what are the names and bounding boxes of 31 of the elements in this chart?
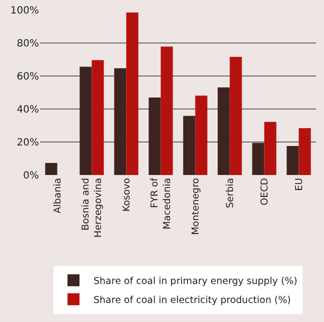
bar — [92, 60, 104, 175]
bar — [264, 122, 276, 175]
bar — [298, 128, 311, 175]
bar — [114, 68, 126, 175]
bar — [252, 142, 264, 175]
x-tick-label: Serbia — [224, 178, 236, 208]
bar — [286, 146, 299, 175]
bar — [80, 66, 92, 175]
x-tick-label: Bosnia and Herzegovina — [80, 178, 104, 238]
y-tick-label: 0% — [23, 170, 39, 182]
bar — [230, 56, 242, 175]
bar — [45, 162, 58, 175]
y-tick-label: 100% — [10, 6, 39, 16]
x-tick-label: Kosovo — [121, 178, 132, 212]
y-tick-label: 20% — [16, 138, 39, 148]
legend-label: Share of coal in primary energy supply (%) — [94, 276, 298, 287]
x-tick-label: Montenegro — [190, 178, 202, 235]
bar — [160, 46, 173, 175]
x-tick-label: OECD — [259, 178, 270, 206]
bar — [218, 87, 230, 175]
y-tick-label: 60% — [16, 72, 39, 82]
bar — [183, 116, 196, 175]
y-tick-label: 80% — [16, 38, 39, 50]
y-tick-label: 40% — [16, 104, 39, 116]
bar — [195, 96, 208, 175]
x-tick-label: FYR of Macedonia — [150, 177, 174, 230]
bar — [148, 97, 161, 175]
bar — [126, 12, 138, 175]
x-tick-label: Albania — [52, 178, 64, 214]
legend-label: Share of coal in electricity production (%) — [94, 294, 291, 306]
x-tick-label: EU — [294, 178, 305, 191]
